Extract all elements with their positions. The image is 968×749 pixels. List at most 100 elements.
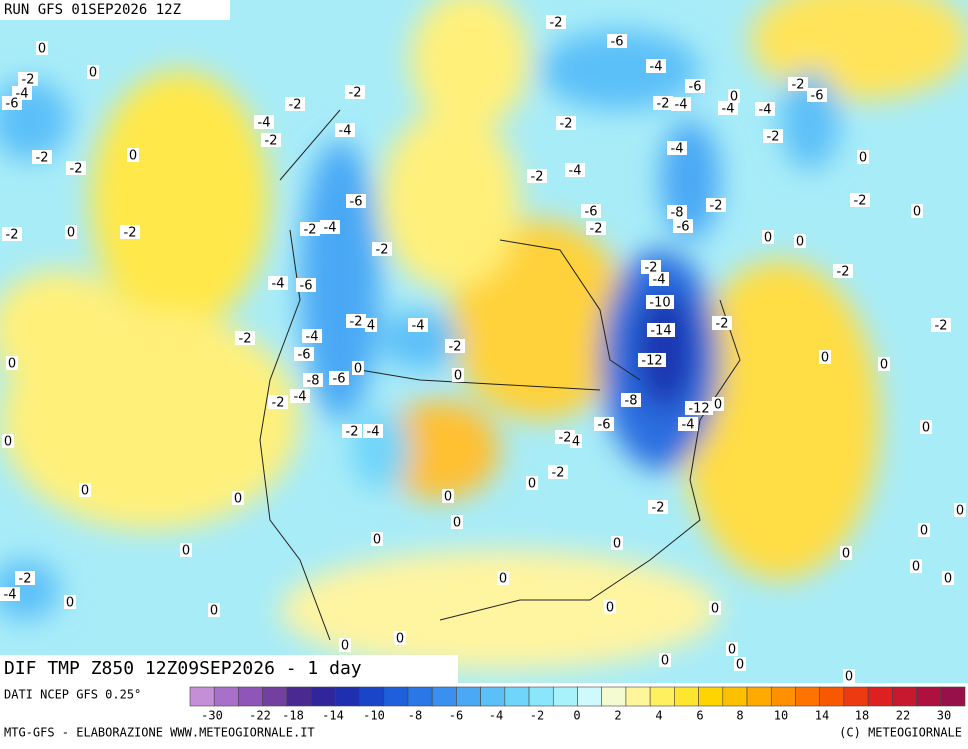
contour-label-box <box>833 264 853 278</box>
contour-label-box <box>394 631 406 645</box>
contour-label-box <box>712 316 732 330</box>
contour-label-box <box>2 227 22 241</box>
contour-label: 0 <box>714 398 722 413</box>
contour-label: -2 <box>265 134 278 149</box>
contour-label-box <box>840 546 852 560</box>
contour-label: -4 <box>653 273 666 288</box>
contour-label: -2 <box>716 317 729 332</box>
contour-label: -2 <box>559 431 572 446</box>
contour-label-box <box>268 395 288 409</box>
contour-label-box <box>442 489 454 503</box>
contour-label: -4 <box>367 425 380 440</box>
contour-label: 0 <box>845 670 853 685</box>
contour-label-box <box>372 242 392 256</box>
contour-label-box <box>6 356 18 370</box>
contour-label-box <box>527 169 547 183</box>
contour-label: -2 <box>560 117 573 132</box>
colorbar-swatch <box>335 686 360 707</box>
contour-label: -4 <box>4 588 17 603</box>
colorbar-label: 2 <box>614 709 621 723</box>
contour-label-box <box>706 198 726 212</box>
contour-label-box <box>352 361 364 375</box>
contour-label: -2 <box>767 130 780 145</box>
colorbar-swatch <box>795 686 820 707</box>
contour-label: -2 <box>304 223 317 238</box>
colorbar-swatch <box>528 686 554 707</box>
colorbar-swatch <box>456 686 481 707</box>
contour-label: -2 <box>36 151 49 166</box>
source: DATI NCEP GFS 0.25° <box>4 688 141 702</box>
contour-label: -2 <box>349 86 362 101</box>
contour-label-box <box>667 205 687 219</box>
contour-label: 0 <box>67 226 75 241</box>
contour-label: -6 <box>300 279 313 294</box>
field <box>0 0 968 683</box>
contour-label: 0 <box>89 66 97 81</box>
contour-label-box <box>65 225 77 239</box>
contour-label-box <box>208 603 220 617</box>
colorbar-label: -4 <box>489 709 503 723</box>
contour-label: 0 <box>606 601 614 616</box>
contour-label-box <box>408 318 428 332</box>
contour-label: -4 <box>682 418 695 433</box>
contour-label: 0 <box>730 90 738 105</box>
contour-label-box <box>365 318 377 332</box>
colorbar-swatch <box>674 686 699 707</box>
colorbar-label: 8 <box>736 709 743 723</box>
contour-label-box <box>0 587 20 601</box>
contour-label-box <box>66 161 86 175</box>
contour-label: -4 <box>294 390 307 405</box>
colorbar-label: -10 <box>363 709 385 723</box>
contour-label: 0 <box>821 351 829 366</box>
colorbar-swatch <box>407 686 433 707</box>
colorbar-swatch <box>940 686 966 707</box>
title-box <box>0 655 458 683</box>
colorbar-label: -30 <box>201 709 223 723</box>
contour-label: -2 <box>792 78 805 93</box>
contour-label-box <box>2 96 22 110</box>
contour-label-box <box>302 329 322 343</box>
contour-label: -2 <box>652 501 665 516</box>
contour-label: -2 <box>645 261 658 276</box>
contour-label-box <box>64 595 76 609</box>
contour-label-box <box>548 465 568 479</box>
colorbar-swatch <box>625 686 651 707</box>
contour-label: -2 <box>449 340 462 355</box>
contour-label: -2 <box>837 265 850 280</box>
contour-label: 0 <box>4 435 12 450</box>
contour-label-box <box>712 397 724 411</box>
colorbar-swatch <box>310 686 336 707</box>
run-box <box>0 0 230 20</box>
contour-label-box <box>526 476 538 490</box>
colorbar-label: 18 <box>855 709 869 723</box>
contour-label: 0 <box>661 654 669 669</box>
contour-label: -10 <box>649 296 670 311</box>
contour-label-box <box>565 163 585 177</box>
contour-label-box <box>581 204 601 218</box>
contour-label-box <box>570 434 582 448</box>
contour-label: 0 <box>499 572 507 587</box>
contour-label-box <box>345 85 365 99</box>
colorbar-swatch <box>722 686 748 707</box>
contour-label-box <box>285 97 305 111</box>
contour-label: -4 <box>272 277 285 292</box>
contour-label: 0 <box>81 484 89 499</box>
contour-label: -2 <box>22 73 35 88</box>
colorbar-label: 30 <box>937 709 951 723</box>
contour-label: -2 <box>552 466 565 481</box>
contour-label-box <box>673 219 693 233</box>
contour-label-box <box>445 339 465 353</box>
colorbar-label: -6 <box>449 709 463 723</box>
contour-label: 0 <box>711 602 719 617</box>
contour-label: -14 <box>650 324 671 339</box>
contour-label-box <box>728 89 740 103</box>
contour-label-box <box>451 515 463 529</box>
colorbar-label: 22 <box>896 709 910 723</box>
contour-label: -4 <box>306 330 319 345</box>
colorbar-swatch <box>601 686 627 707</box>
contour-label-box <box>36 41 48 55</box>
contour-label: 0 <box>728 643 736 658</box>
contour-label: -12 <box>641 354 662 369</box>
contour-label: 0 <box>944 572 952 587</box>
colorbar-label: -8 <box>408 709 422 723</box>
